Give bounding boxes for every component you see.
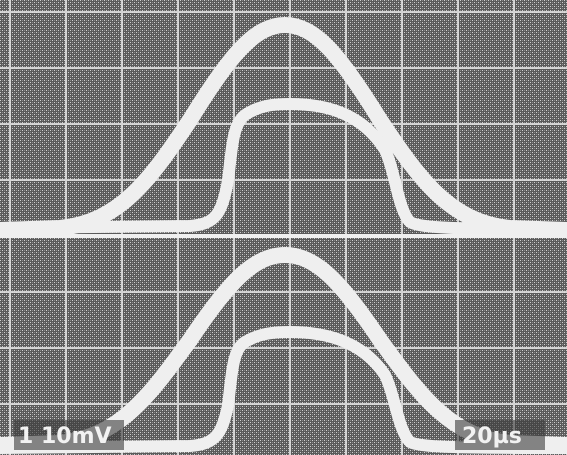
page: {"screen": {"channel_label": "1 10mV", "… xyxy=(0,0,567,455)
timebase-label: 20µs xyxy=(462,424,522,449)
scope-screen: 1 10mV 20µs xyxy=(0,0,567,455)
channel-label: 1 10mV xyxy=(18,424,112,449)
